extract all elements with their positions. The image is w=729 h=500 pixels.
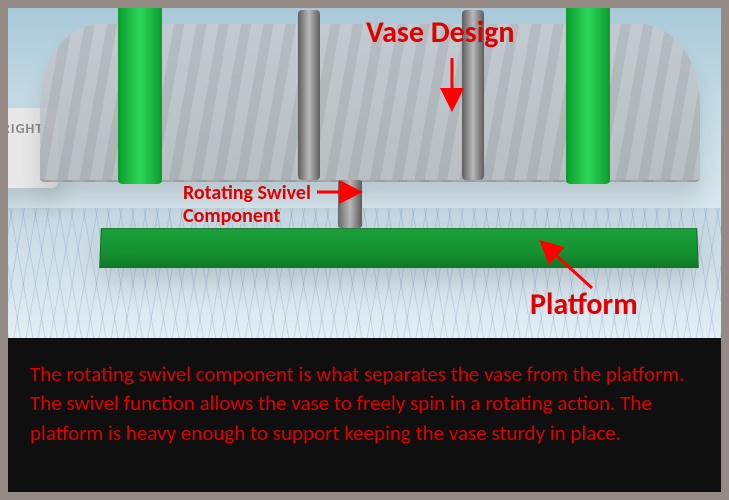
arrow-swivel-right	[315, 182, 361, 208]
view-label-right: RIGHT	[8, 120, 43, 137]
annotation-swivel-line1: Rotating Swivel	[183, 181, 311, 205]
diagram-area: RIGHT Vase Design Rotating Swivel Compon…	[8, 8, 721, 338]
vase-tube-green-left	[118, 8, 162, 184]
platform-slab	[99, 228, 699, 268]
annotation-swivel-line2: Component	[183, 204, 280, 228]
caption-text: The rotating swivel component is what se…	[30, 360, 697, 448]
annotation-platform: Platform	[530, 286, 638, 323]
arrow-vase-down	[432, 56, 472, 119]
annotation-swivel: Rotating Swivel Component	[183, 182, 311, 228]
vase-tube-green-right	[566, 8, 610, 184]
caption-panel: The rotating swivel component is what se…	[8, 338, 721, 492]
vase-tube-gray-left	[298, 10, 320, 180]
annotation-vase-design: Vase Design	[366, 14, 514, 51]
